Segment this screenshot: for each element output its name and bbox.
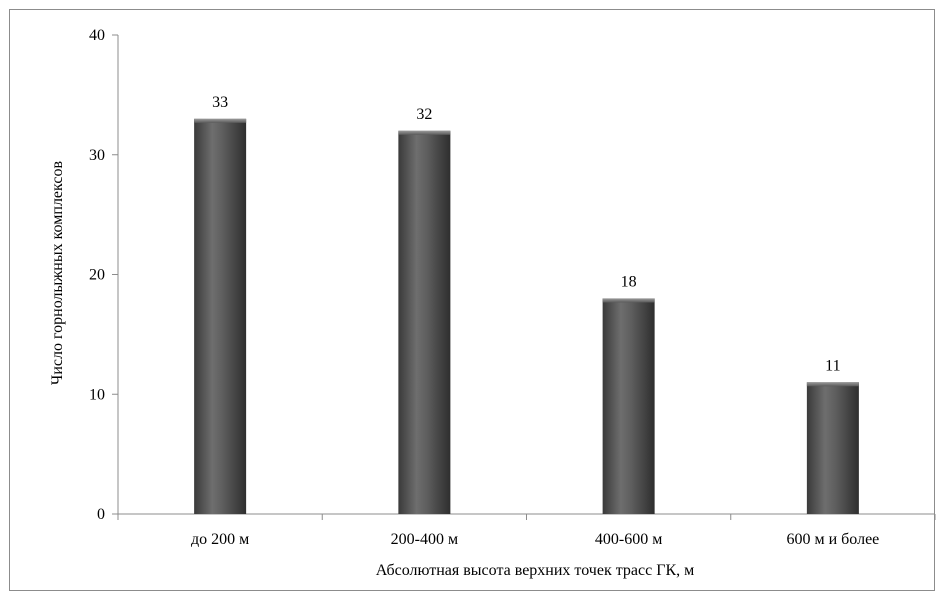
y-tick-label: 20: [89, 267, 105, 284]
chart-frame: [9, 9, 935, 591]
bar: [194, 118, 247, 514]
x-axis: до 200 м 200-400 м 400-600 м 600 м и более: [117, 513, 936, 548]
bar: [806, 382, 859, 514]
bar: [602, 298, 655, 514]
bar-cap: [194, 118, 247, 123]
bar-cap: [806, 382, 859, 387]
bars: [194, 118, 859, 515]
x-tick-label: до 200 м: [191, 531, 249, 548]
bar-cap: [602, 298, 655, 303]
data-label: 18: [621, 273, 637, 290]
bar-cap: [398, 130, 451, 135]
y-tick-label: 10: [89, 386, 105, 403]
y-tick-label: 0: [97, 506, 105, 523]
y-axis-title: Число горнолыжных комплексов: [49, 160, 66, 385]
y-axis: 0 10 20 30 40: [89, 27, 119, 523]
x-tick-label: 400-600 м: [595, 531, 662, 548]
bar: [398, 130, 451, 515]
data-label: 11: [825, 357, 840, 374]
x-axis-title: Абсолютная высота верхних точек трасс ГК…: [376, 562, 695, 579]
y-tick-label: 30: [89, 147, 105, 164]
data-labels: 33 32 18 11: [212, 94, 840, 374]
y-tick-label: 40: [89, 27, 105, 44]
data-label: 33: [212, 94, 228, 111]
x-tick-label: 200-400 м: [391, 531, 458, 548]
data-label: 32: [416, 106, 432, 123]
x-tick-label: 600 м и более: [786, 531, 879, 548]
